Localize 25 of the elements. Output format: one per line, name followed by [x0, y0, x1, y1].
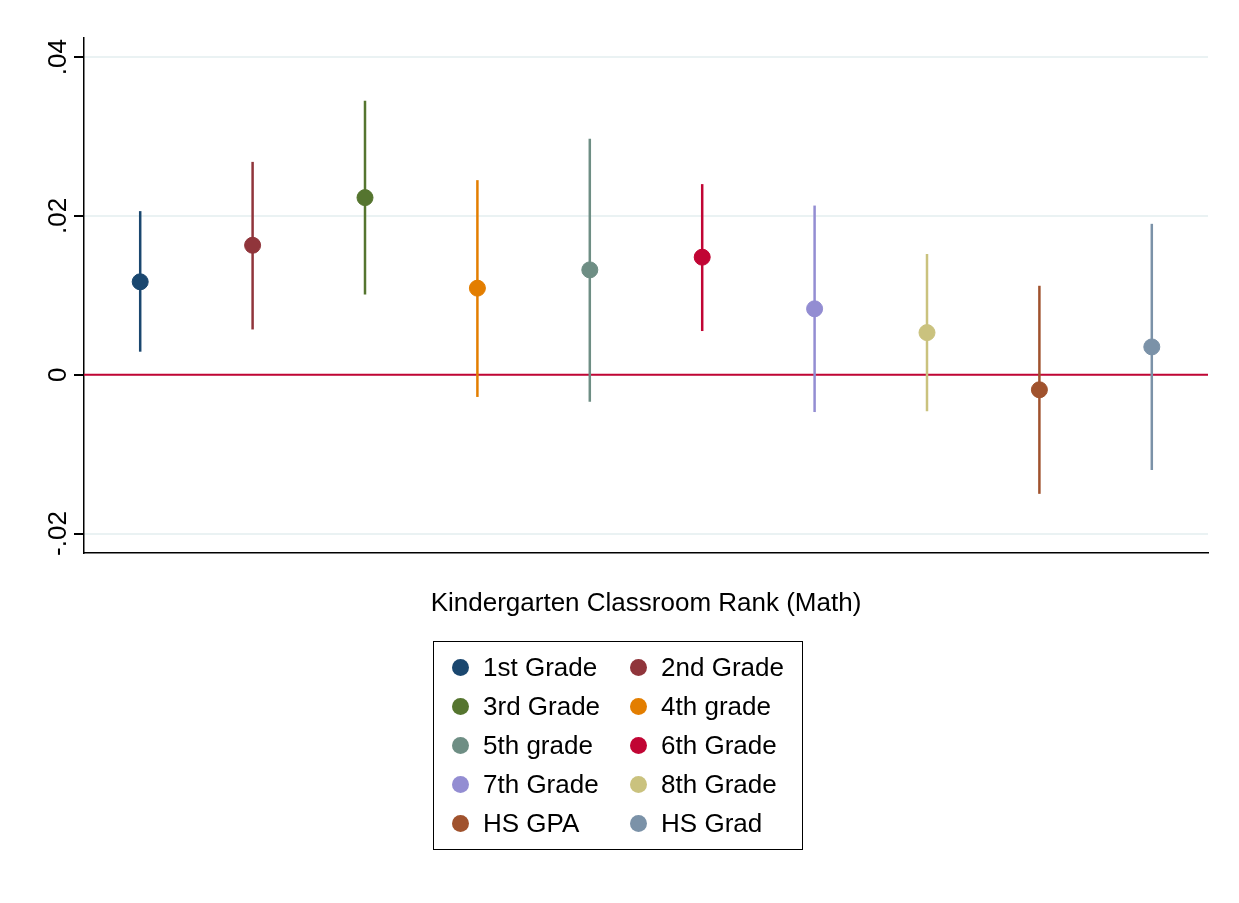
- y-tick-label: -.02: [42, 511, 73, 556]
- y-tick-label: .02: [42, 197, 73, 234]
- y-tick-label: 0: [42, 367, 73, 382]
- x-axis-title: Kindergarten Classroom Rank (Math): [430, 586, 862, 617]
- point: [1030, 381, 1048, 399]
- point: [918, 324, 936, 342]
- point: [468, 279, 486, 297]
- legend-label: HS GPA: [483, 808, 580, 839]
- legend-label: 6th Grade: [661, 730, 777, 761]
- legend-label: HS Grad: [661, 808, 763, 839]
- point: [244, 236, 262, 254]
- legend-label: 3rd Grade: [483, 691, 601, 722]
- point: [1143, 338, 1161, 356]
- legend-label: 1st Grade: [483, 652, 598, 683]
- y-tick-label: .04: [42, 38, 73, 76]
- legend-label: 4th grade: [661, 691, 771, 722]
- legend-label: 7th Grade: [483, 769, 599, 800]
- legend-label: 5th grade: [483, 730, 593, 761]
- point: [581, 261, 599, 279]
- point: [806, 300, 824, 318]
- point: [131, 273, 149, 291]
- legend-label: 2nd Grade: [661, 652, 784, 683]
- point: [356, 189, 374, 207]
- point: [693, 248, 711, 266]
- legend-label: 8th Grade: [661, 769, 777, 800]
